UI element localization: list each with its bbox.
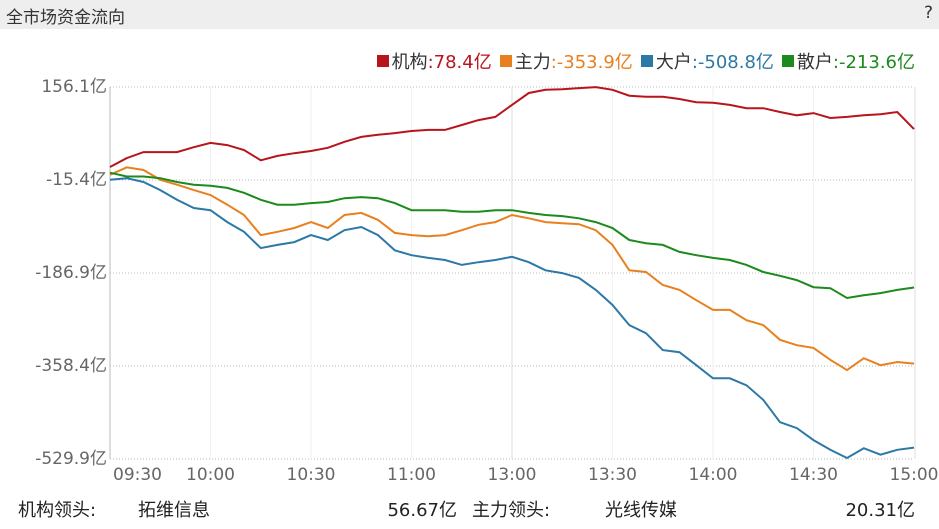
y-tick-label: 156.1亿	[41, 77, 107, 97]
x-tick-label: 09:30	[113, 465, 162, 485]
line-series	[109, 86, 915, 168]
x-tick-label: 14:00	[689, 465, 738, 485]
footer-stock[interactable]: 光线传媒	[605, 500, 677, 521]
legend-item: 散户:-213.6亿	[781, 48, 915, 74]
line-series	[109, 166, 915, 372]
legend-item: 机构:78.4亿	[376, 48, 492, 74]
y-tick-label: -529.9亿	[35, 449, 107, 469]
help-button[interactable]: ?	[923, 3, 933, 23]
x-tick-label: 10:30	[287, 465, 336, 485]
legend-value: :-353.9亿	[550, 52, 633, 73]
x-tick-label: 15:00	[890, 465, 939, 485]
header-bar: 全市场资金流向 ?	[0, 0, 939, 29]
footer-stock[interactable]: 拓维信息	[138, 500, 210, 521]
footer-amount: 20.31亿	[845, 500, 915, 521]
y-tick-label: -186.9亿	[35, 263, 107, 283]
legend-name: 散户	[796, 52, 833, 73]
legend-value: :-213.6亿	[832, 52, 915, 73]
line-series	[109, 171, 915, 300]
x-tick-label: 13:00	[488, 465, 537, 485]
legend-swatch	[781, 55, 794, 67]
legend-swatch	[499, 55, 512, 67]
legend-value: :-508.8亿	[691, 52, 774, 73]
chart-title: 全市场资金流向	[6, 8, 125, 28]
legend-item: 主力:-353.9亿	[499, 48, 633, 74]
legend-name: 主力	[514, 52, 551, 73]
legend-swatch	[376, 55, 389, 67]
legend-name: 机构	[391, 52, 428, 73]
footer-label: 机构领头:	[18, 500, 97, 521]
x-tick-label: 14:30	[789, 465, 838, 485]
y-tick-label: -358.4亿	[35, 356, 107, 376]
x-tick-label: 11:00	[387, 465, 436, 485]
footer-label: 主力领头:	[472, 500, 551, 521]
legend-item: 大户:-508.8亿	[640, 48, 774, 74]
line-series	[109, 177, 915, 460]
legend-name: 大户	[655, 52, 692, 73]
footer-amount: 56.67亿	[387, 500, 457, 521]
x-tick-label: 13:30	[588, 465, 637, 485]
legend-swatch	[640, 55, 653, 67]
legend: 机构:78.4亿 主力:-353.9亿 大户:-508.8亿 散户:-213.6亿	[369, 48, 915, 74]
x-tick-label: 10:00	[186, 465, 235, 485]
legend-value: :78.4亿	[427, 52, 492, 73]
y-tick-label: -15.4亿	[46, 170, 107, 190]
